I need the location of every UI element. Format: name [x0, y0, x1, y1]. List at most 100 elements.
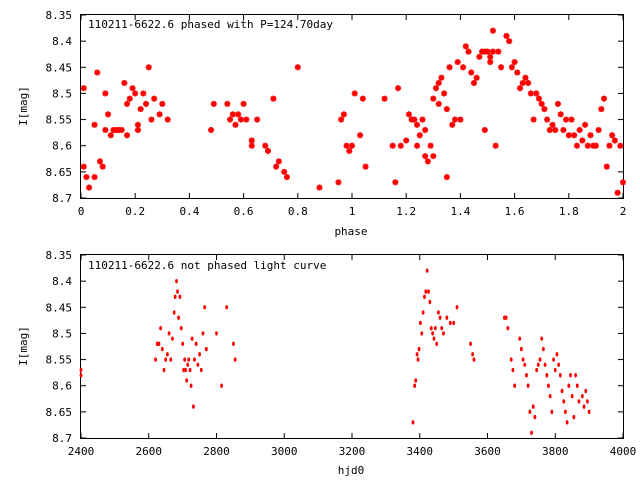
data-point — [440, 326, 444, 331]
data-point — [495, 48, 502, 55]
data-point — [513, 383, 516, 388]
data-point — [405, 111, 412, 118]
y-tick-label: 8.45 — [46, 301, 73, 314]
data-point — [514, 69, 521, 76]
unphased-axis-ticks: 2400 2600 2800 3000 3200 3400 3600 3800 4000 8.35… — [46, 249, 637, 458]
data-point — [427, 289, 430, 294]
data-point — [172, 310, 176, 315]
data-point — [417, 346, 421, 352]
data-point — [535, 95, 542, 102]
data-point — [557, 362, 561, 367]
data-point — [432, 336, 436, 341]
data-point — [102, 127, 109, 134]
data-point — [452, 320, 456, 326]
x-tick-label: 0.6 — [234, 205, 254, 218]
data-point — [471, 352, 474, 357]
data-point — [357, 132, 364, 139]
data-point — [445, 315, 449, 320]
data-point — [541, 346, 545, 352]
data-point — [587, 409, 591, 415]
data-point — [188, 367, 192, 373]
data-point — [91, 174, 98, 181]
data-point — [208, 127, 215, 134]
data-point — [171, 336, 174, 341]
data-point — [443, 174, 450, 181]
data-point — [523, 362, 527, 367]
data-point — [424, 158, 431, 165]
y-tick-label: 8.55 — [46, 354, 73, 367]
data-point — [381, 95, 388, 102]
data-point — [521, 357, 525, 362]
data-point — [343, 142, 350, 149]
data-point — [220, 383, 223, 388]
phased-data-points — [80, 27, 626, 196]
data-point — [427, 142, 434, 149]
data-point — [438, 74, 445, 81]
data-point — [121, 79, 128, 86]
x-tick-label: 3200 — [339, 445, 366, 458]
data-point — [433, 326, 437, 331]
data-point — [411, 116, 418, 123]
unphased-x-axis-label: hjd0 — [338, 464, 365, 477]
data-point — [210, 100, 217, 107]
data-point — [536, 362, 540, 367]
unphased-plot-frame — [80, 254, 624, 439]
data-point — [126, 95, 133, 102]
data-point — [86, 184, 93, 191]
data-point — [264, 147, 271, 154]
data-point — [419, 116, 426, 123]
data-point — [96, 158, 103, 165]
data-point — [229, 111, 236, 118]
data-point — [498, 64, 505, 71]
data-point — [571, 132, 578, 139]
data-point — [94, 69, 101, 76]
x-tick-label: 2400 — [68, 445, 95, 458]
data-point — [565, 420, 569, 425]
data-point — [193, 357, 196, 362]
data-point — [595, 127, 602, 134]
data-point — [124, 100, 131, 107]
data-point — [580, 393, 584, 399]
y-tick-label: 8.4 — [52, 35, 72, 48]
data-point — [546, 127, 553, 134]
y-tick-label: 8.6 — [52, 140, 72, 153]
data-point — [609, 132, 616, 139]
data-point — [506, 326, 510, 331]
data-point — [555, 352, 559, 357]
data-point — [531, 404, 535, 409]
data-point — [448, 320, 452, 326]
unphased-y-axis-label: I[mag] — [17, 326, 30, 366]
data-point — [196, 362, 200, 367]
data-point — [538, 357, 542, 362]
data-point — [395, 85, 402, 92]
data-point — [422, 153, 429, 160]
data-point — [509, 357, 513, 362]
data-point — [528, 409, 532, 415]
data-point — [415, 352, 419, 357]
data-point — [525, 79, 532, 86]
y-tick-label: 8.5 — [52, 327, 72, 340]
data-point — [203, 305, 207, 310]
data-point — [177, 315, 180, 320]
data-point — [182, 367, 186, 373]
data-point — [554, 100, 561, 107]
data-point — [522, 74, 529, 81]
data-point — [606, 142, 613, 149]
data-point — [552, 127, 559, 134]
data-point — [441, 90, 448, 97]
data-point — [281, 168, 288, 175]
data-point — [543, 362, 547, 367]
data-point — [454, 59, 461, 66]
data-point — [436, 310, 440, 315]
x-tick-label: 1.2 — [396, 205, 416, 218]
data-point — [530, 430, 533, 435]
data-point — [233, 357, 237, 362]
data-point — [129, 85, 136, 92]
data-point — [506, 38, 513, 45]
data-point — [137, 106, 144, 113]
data-point — [416, 132, 423, 139]
data-point — [416, 357, 420, 362]
data-point — [132, 90, 139, 97]
data-point — [176, 289, 179, 294]
data-point — [584, 142, 591, 149]
